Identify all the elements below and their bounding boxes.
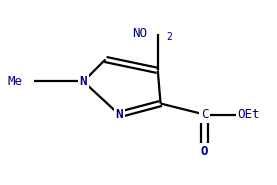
Text: N: N: [79, 75, 87, 88]
Text: 2: 2: [166, 32, 172, 42]
Text: N: N: [116, 108, 123, 121]
Text: C: C: [201, 108, 208, 121]
Text: O: O: [201, 145, 208, 158]
Text: NO: NO: [132, 27, 147, 40]
Text: Me: Me: [8, 75, 23, 88]
Text: OEt: OEt: [238, 108, 260, 121]
